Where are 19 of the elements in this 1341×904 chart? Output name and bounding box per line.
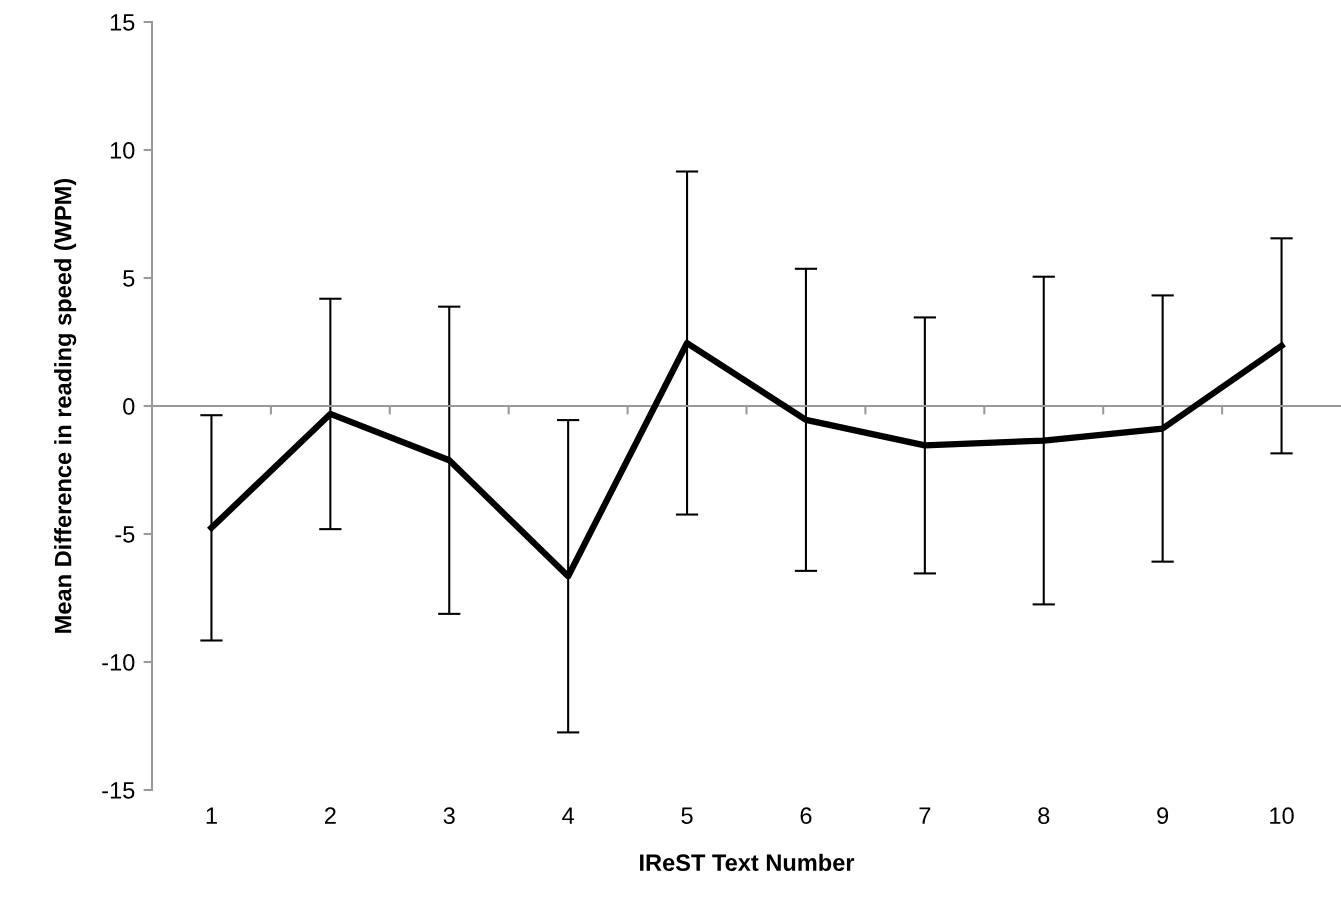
x-tick-label: 10	[1270, 807, 1294, 825]
x-tick-label: 1	[206, 807, 217, 824]
x-tick-label: 5	[681, 807, 693, 825]
y-axis-title: Mean Difference in reading speed (WPM)	[54, 178, 77, 633]
x-tick-label: 9	[1157, 807, 1169, 825]
x-tick-label: 7	[919, 807, 931, 824]
x-tick-label: 3	[443, 807, 455, 825]
x-tick-label: 8	[1038, 807, 1050, 825]
y-tick-label: 10	[110, 142, 135, 159]
x-axis-title: IReST Text Number	[640, 853, 855, 872]
y-tick-label: 15	[110, 14, 135, 31]
y-tick-label: -15	[102, 782, 135, 799]
x-tick-label: 2	[324, 807, 336, 824]
y-tick-label: 0	[123, 398, 135, 415]
y-tick-label: -10	[102, 654, 135, 671]
y-tick-label: -5	[115, 526, 135, 543]
y-tick-label: 5	[123, 270, 135, 287]
x-tick-label: 6	[800, 807, 812, 825]
x-tick-label: 4	[562, 807, 575, 824]
